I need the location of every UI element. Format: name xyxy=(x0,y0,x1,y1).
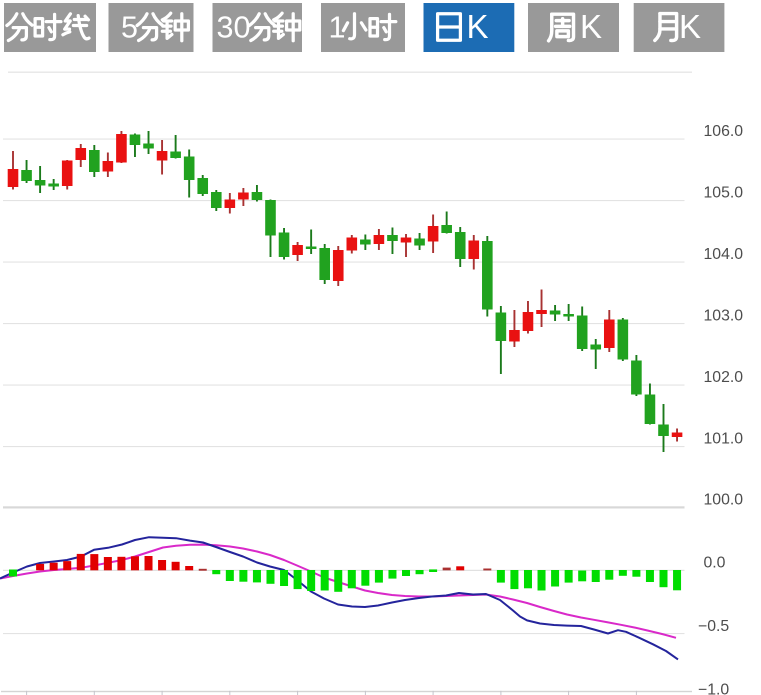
svg-text:104.0: 104.0 xyxy=(704,246,744,263)
svg-text:30: 30 xyxy=(217,11,251,45)
svg-text:100.0: 100.0 xyxy=(704,492,744,509)
svg-text:K: K xyxy=(679,8,701,45)
svg-text:102.0: 102.0 xyxy=(704,369,744,386)
svg-text:106.0: 106.0 xyxy=(704,123,744,140)
svg-text:−0.5: −0.5 xyxy=(698,618,729,635)
svg-text:−1.0: −1.0 xyxy=(698,682,729,695)
svg-text:103.0: 103.0 xyxy=(704,308,744,325)
svg-text:K: K xyxy=(580,8,602,45)
svg-text:105.0: 105.0 xyxy=(704,185,744,202)
svg-text:1: 1 xyxy=(329,11,346,45)
svg-text:K: K xyxy=(467,8,489,45)
svg-text:101.0: 101.0 xyxy=(704,431,744,448)
svg-text:5: 5 xyxy=(121,11,138,45)
svg-text:0.0: 0.0 xyxy=(704,555,726,572)
